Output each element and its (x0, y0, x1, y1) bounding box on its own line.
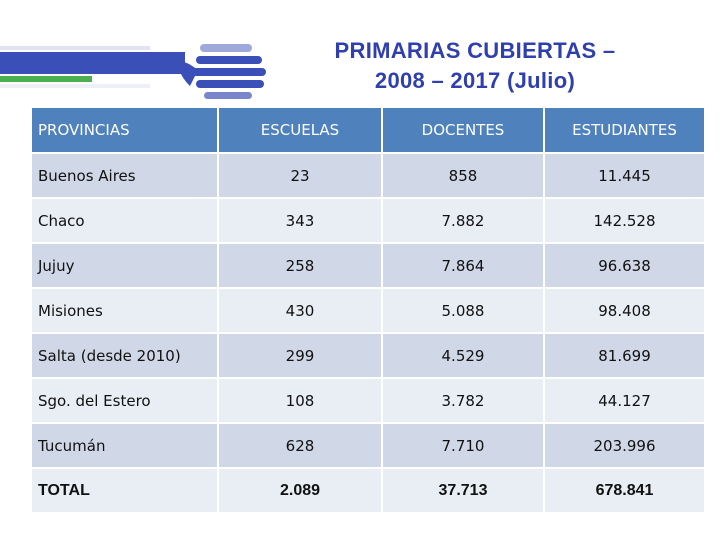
cell-escuelas: 108 (218, 378, 383, 424)
cell-docentes: 7.710 (382, 423, 545, 469)
cell-docentes: 858 (382, 153, 545, 199)
cell-provincia: Jujuy (32, 243, 219, 289)
cell-escuelas: 430 (218, 288, 383, 334)
cell-provincia: Buenos Aires (32, 153, 219, 199)
header-provincias: PROVINCIAS (32, 108, 219, 154)
table-row: Sgo. del Estero 108 3.782 44.127 (32, 378, 704, 424)
cell-total-estudiantes: 678.841 (544, 468, 704, 514)
cell-total-docentes: 37.713 (382, 468, 545, 514)
logo-green-bar (0, 76, 92, 82)
cell-provincia: Tucumán (32, 423, 219, 469)
cell-estudiantes: 203.996 (544, 423, 704, 469)
cell-escuelas: 258 (218, 243, 383, 289)
table-row: Buenos Aires 23 858 11.445 (32, 153, 704, 199)
cell-escuelas: 628 (218, 423, 383, 469)
cell-estudiantes: 11.445 (544, 153, 704, 199)
cell-escuelas: 343 (218, 198, 383, 244)
table-header-row: PROVINCIAS ESCUELAS DOCENTES ESTUDIANTES (32, 108, 704, 154)
cell-estudiantes: 44.127 (544, 378, 704, 424)
logo-light-bar-2 (0, 84, 150, 88)
title-line-2: 2008 – 2017 (Julio) (374, 68, 576, 93)
cell-docentes: 3.782 (382, 378, 545, 424)
cell-escuelas: 299 (218, 333, 383, 379)
table-row: Chaco 343 7.882 142.528 (32, 198, 704, 244)
logo-blue-bar (0, 52, 185, 74)
cell-provincia: Chaco (32, 198, 219, 244)
cell-docentes: 5.088 (382, 288, 545, 334)
header-estudiantes: ESTUDIANTES (544, 108, 704, 154)
cell-total-escuelas: 2.089 (218, 468, 383, 514)
cell-estudiantes: 81.699 (544, 333, 704, 379)
hand-logo (0, 44, 266, 99)
page-title: PRIMARIAS CUBIERTAS – 2008 – 2017 (Julio… (285, 36, 665, 96)
header-escuelas: ESCUELAS (218, 108, 383, 154)
logo-light-bar (0, 46, 150, 50)
hand-thumb (176, 61, 198, 86)
title-line-1: PRIMARIAS CUBIERTAS – (334, 38, 616, 63)
cell-docentes: 4.529 (382, 333, 545, 379)
header-docentes: DOCENTES (382, 108, 545, 154)
cell-docentes: 7.864 (382, 243, 545, 289)
table-total-row: TOTAL 2.089 37.713 678.841 (32, 468, 704, 514)
hand-fingers (192, 44, 266, 99)
cell-estudiantes: 96.638 (544, 243, 704, 289)
table-row: Jujuy 258 7.864 96.638 (32, 243, 704, 289)
table-row: Tucumán 628 7.710 203.996 (32, 423, 704, 469)
cell-provincia: Sgo. del Estero (32, 378, 219, 424)
table-row: Salta (desde 2010) 299 4.529 81.699 (32, 333, 704, 379)
cell-total-label: TOTAL (32, 468, 219, 514)
cell-provincia: Salta (desde 2010) (32, 333, 219, 379)
cell-estudiantes: 142.528 (544, 198, 704, 244)
table-row: Misiones 430 5.088 98.408 (32, 288, 704, 334)
cell-provincia: Misiones (32, 288, 219, 334)
cell-estudiantes: 98.408 (544, 288, 704, 334)
schools-table: PROVINCIAS ESCUELAS DOCENTES ESTUDIANTES… (32, 108, 704, 514)
cell-escuelas: 23 (218, 153, 383, 199)
cell-docentes: 7.882 (382, 198, 545, 244)
